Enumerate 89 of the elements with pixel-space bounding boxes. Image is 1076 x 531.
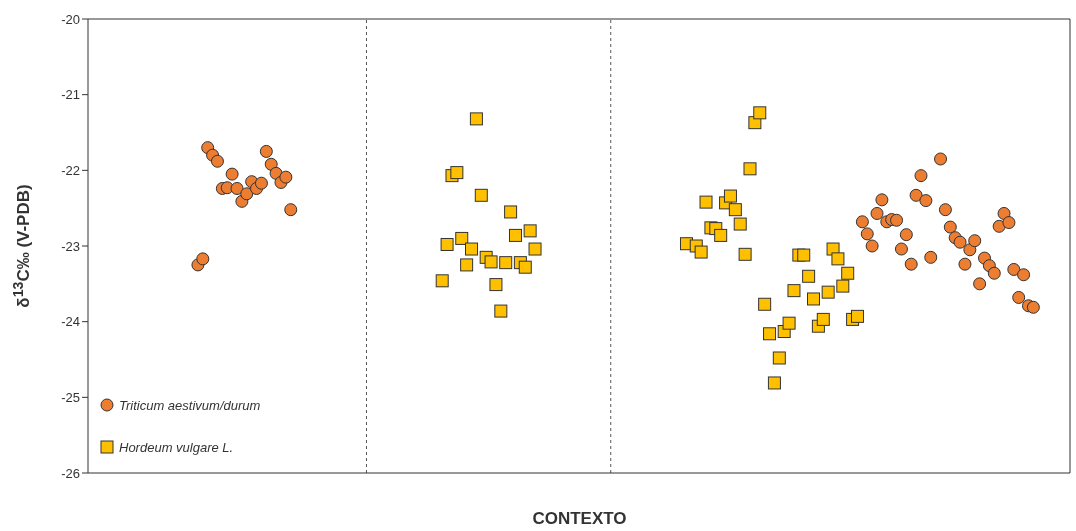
point <box>782 316 796 330</box>
point <box>968 234 982 248</box>
point <box>934 152 948 166</box>
point <box>904 257 918 271</box>
y-tick-label: -20 <box>61 11 80 27</box>
point <box>787 284 801 298</box>
point <box>465 242 479 256</box>
point <box>743 162 757 176</box>
point <box>484 255 498 269</box>
point <box>973 277 987 291</box>
point <box>469 112 483 126</box>
point <box>230 181 244 195</box>
point <box>694 245 708 259</box>
point <box>1012 290 1026 304</box>
point <box>841 266 855 280</box>
point <box>733 217 747 231</box>
point <box>279 170 293 184</box>
point <box>225 167 239 181</box>
point <box>240 187 254 201</box>
point <box>850 309 864 323</box>
y-tick-label: -21 <box>61 87 80 103</box>
point <box>254 176 268 190</box>
point <box>763 327 777 341</box>
point <box>455 231 469 245</box>
point <box>958 257 972 271</box>
point <box>518 260 532 274</box>
point <box>1007 262 1021 276</box>
point <box>987 266 1001 280</box>
point <box>924 250 938 264</box>
point <box>963 243 977 257</box>
point <box>1002 216 1016 230</box>
point <box>919 194 933 208</box>
point <box>816 312 830 326</box>
y-tick-label: -24 <box>61 314 80 330</box>
point <box>699 195 713 209</box>
y-tick-label: -22 <box>61 162 80 178</box>
point <box>943 220 957 234</box>
point <box>992 219 1006 233</box>
point <box>802 269 816 283</box>
legend-label: Triticum aestivum/durum <box>119 397 261 413</box>
point <box>284 203 298 217</box>
point <box>860 227 874 241</box>
point <box>767 376 781 390</box>
point <box>772 351 786 365</box>
point <box>489 278 503 292</box>
point <box>914 169 928 183</box>
point <box>259 144 273 158</box>
y-tick-label: -23 <box>61 238 80 254</box>
point <box>953 235 967 249</box>
point <box>528 242 542 256</box>
point <box>865 239 879 253</box>
point <box>807 292 821 306</box>
point <box>831 252 845 266</box>
point <box>499 256 513 270</box>
point <box>728 203 742 217</box>
point <box>210 154 224 168</box>
point <box>899 228 913 242</box>
point <box>714 228 728 242</box>
point <box>797 248 811 262</box>
point <box>460 258 474 272</box>
point <box>1026 300 1040 314</box>
point <box>474 188 488 202</box>
point <box>494 304 508 318</box>
point <box>738 247 752 261</box>
point <box>508 228 522 242</box>
point <box>753 106 767 120</box>
point <box>909 188 923 202</box>
point <box>450 166 464 180</box>
point <box>870 206 884 220</box>
point <box>821 285 835 299</box>
point <box>836 279 850 293</box>
point <box>723 189 737 203</box>
point <box>894 242 908 256</box>
point <box>435 274 449 288</box>
point <box>523 224 537 238</box>
point <box>1017 268 1031 282</box>
legend-label: Hordeum vulgare L. <box>119 439 234 455</box>
point <box>196 252 210 266</box>
point <box>855 215 869 229</box>
x-axis-title: CONTEXTO <box>531 509 628 529</box>
y-tick-label: -25 <box>61 389 80 405</box>
point <box>504 205 518 219</box>
point <box>758 297 772 311</box>
point <box>440 237 454 251</box>
point <box>264 157 278 171</box>
point <box>875 193 889 207</box>
point <box>938 203 952 217</box>
point <box>890 213 904 227</box>
y-tick-label: -26 <box>61 465 80 481</box>
